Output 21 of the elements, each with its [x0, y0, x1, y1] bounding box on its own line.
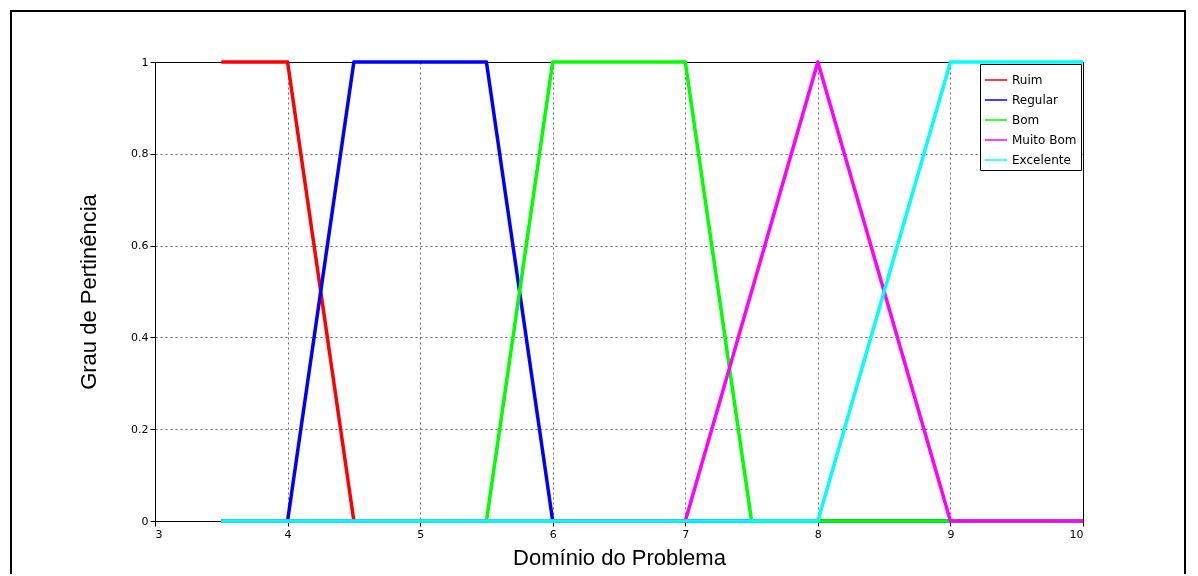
y-axis-title: Grau de Pertinência	[76, 193, 102, 390]
y-tick-label: 0	[141, 514, 149, 528]
y-tick-label: 0.4	[131, 330, 149, 344]
legend-label: Regular	[1012, 93, 1059, 107]
y-tick-label: 0.8	[131, 147, 149, 161]
x-tick-label: 4	[284, 527, 292, 541]
x-tick-label: 9	[947, 527, 955, 541]
x-tick-label: 10	[1069, 527, 1084, 541]
x-tick-label: 6	[549, 527, 557, 541]
x-tick-label: 8	[814, 527, 822, 541]
y-tick-label: 0.2	[131, 422, 149, 436]
legend-label: Excelente	[1012, 153, 1071, 167]
legend-label: Muito Bom	[1012, 133, 1077, 147]
x-tick-label: 3	[155, 527, 163, 541]
x-tick-label: 5	[417, 527, 425, 541]
x-axis-title: Domínio do Problema	[513, 544, 727, 570]
legend-label: Bom	[1012, 113, 1040, 127]
x-tick-label: 7	[682, 527, 690, 541]
legend-label: Ruim	[1012, 73, 1043, 87]
y-tick-label: 1	[141, 55, 149, 69]
y-tick-label: 0.6	[131, 239, 149, 253]
